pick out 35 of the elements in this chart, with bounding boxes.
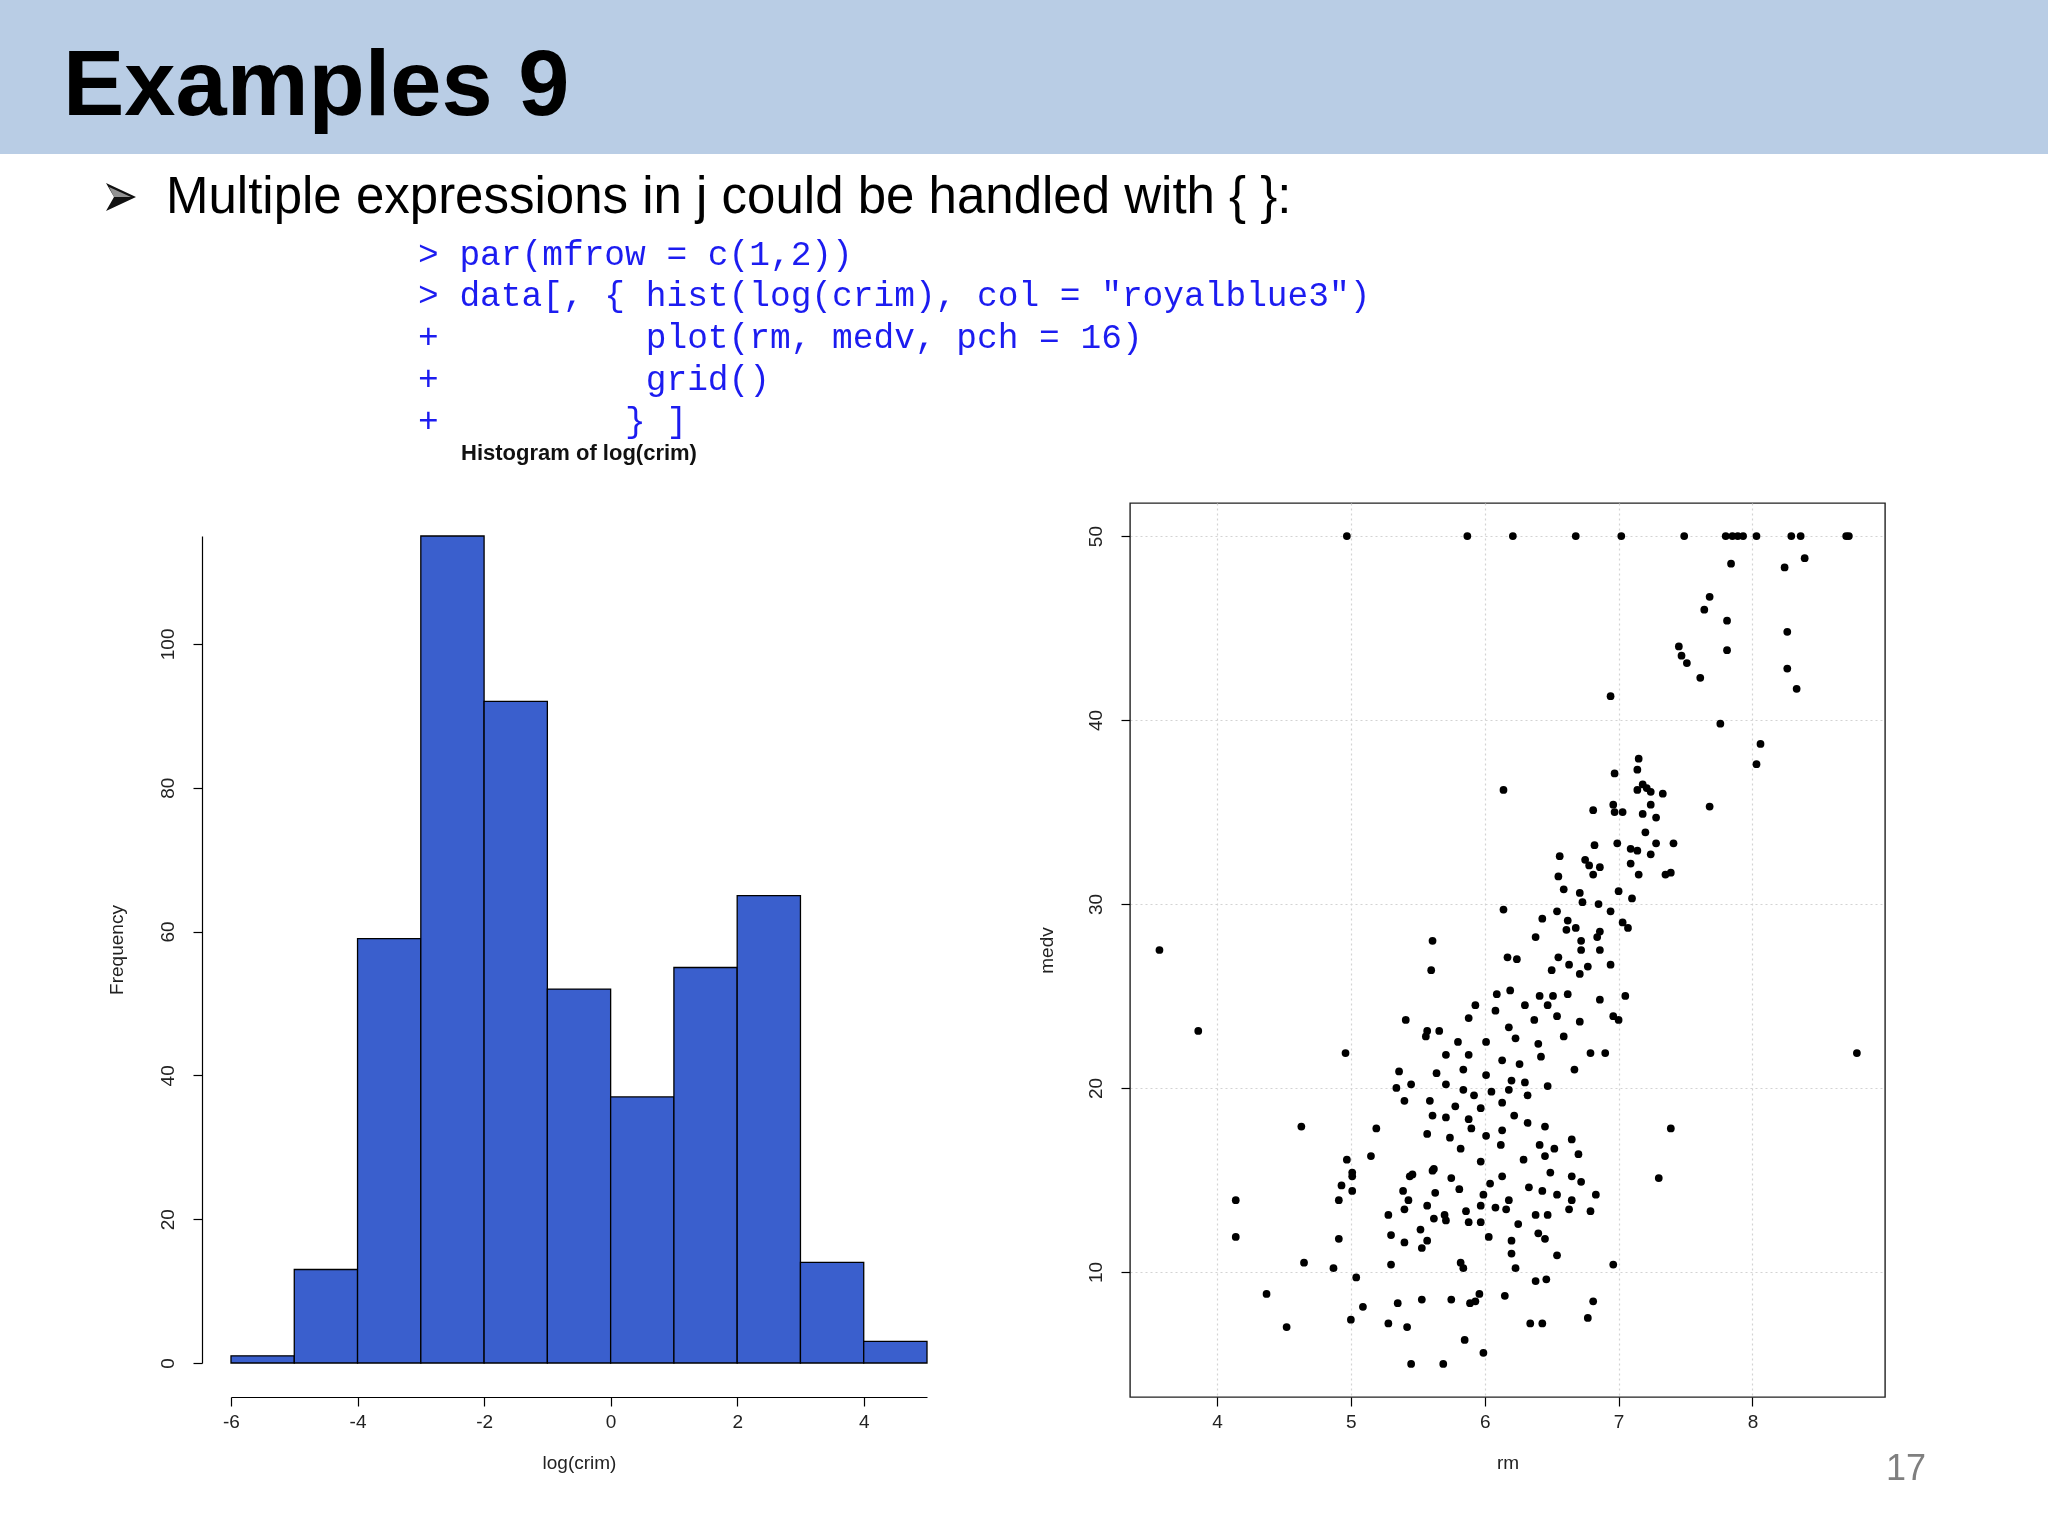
x-tick-label: 6: [1479, 1410, 1491, 1432]
y-tick-label: 10: [1084, 1261, 1106, 1283]
y-tick-label: 40: [156, 1065, 178, 1087]
y-axis-title: Frequency: [105, 904, 127, 995]
x-axis-title: rm: [1496, 1451, 1520, 1473]
x-tick-label: 7: [1613, 1410, 1625, 1432]
x-tick-label: 2: [732, 1410, 743, 1432]
x-tick-label: 4: [1212, 1410, 1224, 1432]
y-tick-label: 60: [156, 921, 178, 943]
text: + } ]: [418, 402, 688, 442]
text: 17: [1886, 1447, 1927, 1488]
y-axis-title: medv: [1035, 926, 1057, 974]
x-tick-label: -6: [223, 1410, 240, 1432]
x-tick-label: -2: [476, 1410, 494, 1432]
x-tick-label: -4: [349, 1410, 367, 1432]
y-tick-label: 20: [156, 1209, 178, 1231]
text: > par(mfrow = c(1,2)): [418, 235, 853, 275]
y-tick-label: 40: [1084, 709, 1106, 732]
text: + grid(): [418, 361, 770, 400]
chart-title: Histogram of log(crim): [461, 440, 697, 466]
y-tick-label: 100: [156, 628, 178, 661]
x-tick-label: 4: [858, 1410, 870, 1432]
x-tick-label: 5: [1346, 1410, 1357, 1432]
y-tick-label: 0: [156, 1358, 178, 1369]
y-tick-label: 30: [1084, 893, 1106, 916]
x-tick-label: 0: [605, 1410, 617, 1432]
y-tick-label: 20: [1084, 1077, 1106, 1100]
text: Examples 9: [63, 32, 570, 134]
y-tick-label: 50: [1084, 526, 1106, 548]
y-tick-label: 80: [156, 777, 178, 799]
x-axis-title: log(crim): [542, 1451, 617, 1473]
text: > data[, { hist(log(crim), col = "royalblue3"): [418, 277, 1371, 317]
text: Multiple expressions in j could be handled with { }:: [166, 167, 1292, 224]
text: + plot(rm, medv, pch = 16): [418, 319, 1143, 359]
x-tick-label: 8: [1747, 1410, 1759, 1432]
